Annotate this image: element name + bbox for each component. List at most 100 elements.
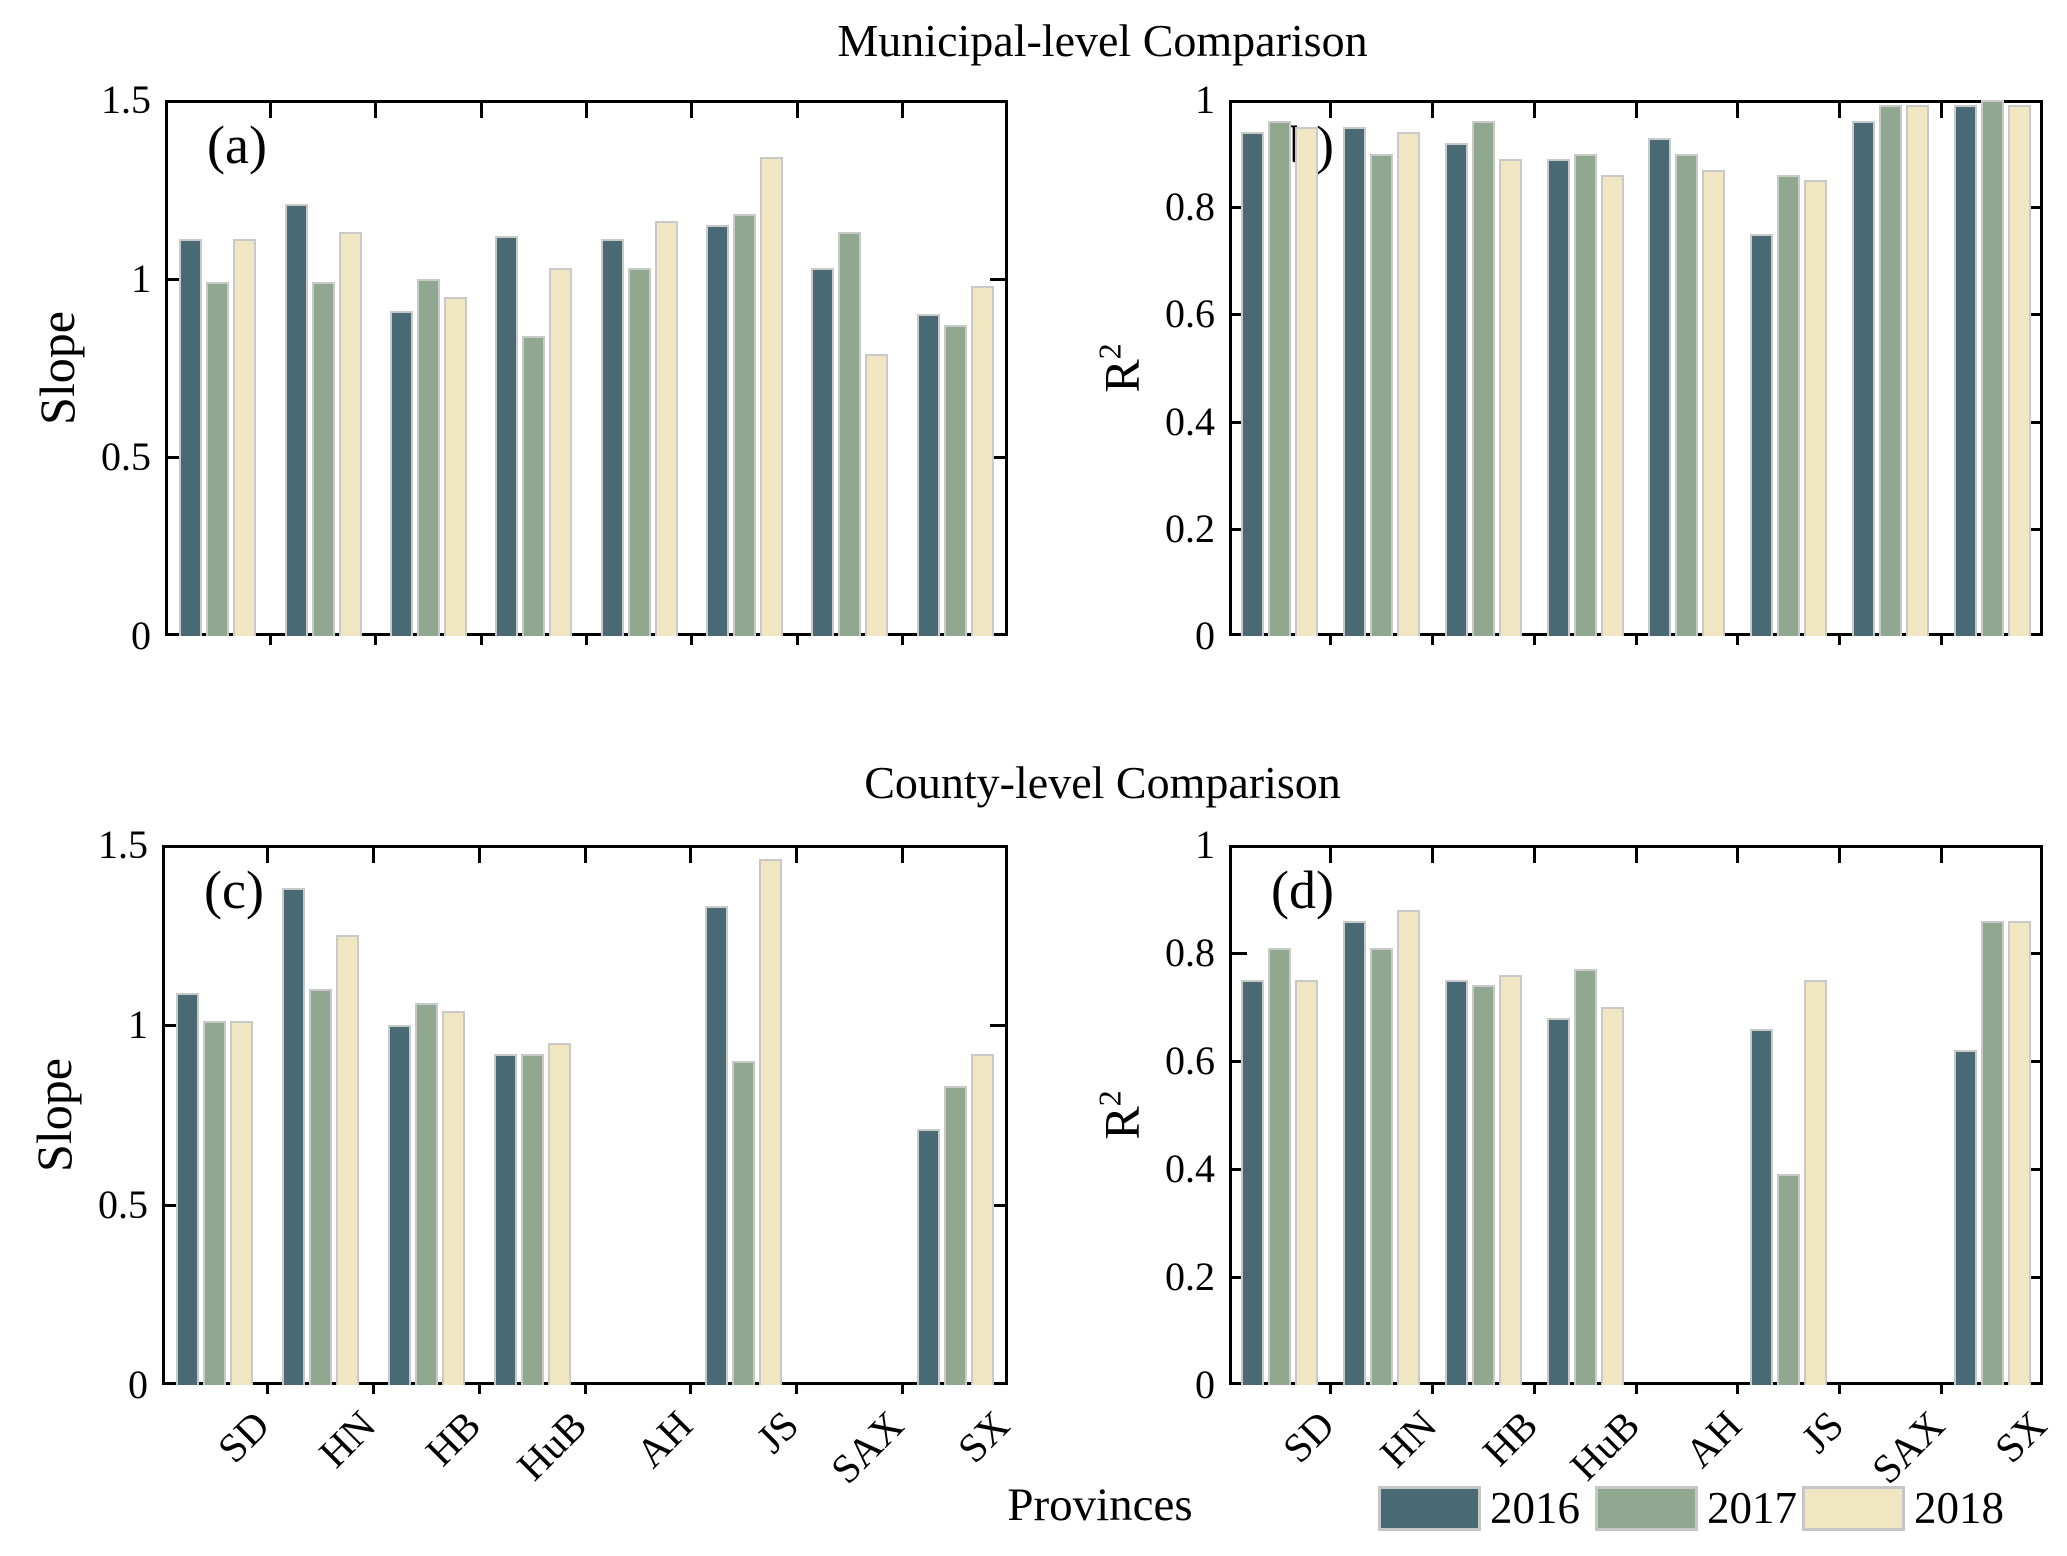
bar-b-SX-2017 — [1980, 100, 2004, 636]
x-tick-top-d-2 — [1431, 848, 1434, 863]
x-tick-top-c-7 — [900, 848, 904, 863]
y-tick-right-c-0.5 — [990, 1204, 1005, 1207]
y-tick-label-c-0.5: 0.5 — [98, 1182, 148, 1227]
x-tick-bottom-c-5 — [689, 1385, 693, 1394]
y-tick-left-d-0.8 — [1232, 952, 1247, 955]
bar-d-SX-2017 — [1980, 920, 2004, 1385]
bar-d-JS-2016 — [1750, 1028, 1774, 1385]
y-tick-left-a-0.5 — [168, 456, 183, 460]
y-tick-label-b-0.6: 0.6 — [1165, 291, 1215, 337]
x-tick-bottom-d-1 — [1329, 1385, 1333, 1394]
y-tick-right-c-1 — [990, 1024, 1005, 1027]
y-tick-label-d-0.6: 0.6 — [1165, 1038, 1215, 1083]
x-tick-bottom-d-5 — [1736, 1385, 1740, 1394]
bar-c-SX-2017 — [943, 1086, 967, 1385]
y-tick-left-c-1 — [165, 1024, 180, 1027]
x-tick-top-a-2 — [374, 103, 378, 118]
bar-a-HuB-2017 — [522, 335, 546, 636]
bar-d-HB-2016 — [1444, 980, 1468, 1385]
bar-a-SAX-2016 — [811, 267, 835, 636]
x-tick-bottom-c-3 — [477, 1385, 481, 1394]
bar-b-SAX-2016 — [1851, 121, 1875, 636]
bar-c-SX-2016 — [916, 1129, 940, 1385]
bar-a-SD-2018 — [233, 239, 257, 636]
bar-b-AH-2016 — [1648, 137, 1672, 636]
x-tick-top-d-5 — [1736, 848, 1740, 863]
x-tick-top-d-6 — [1838, 848, 1841, 863]
x-tick-top-b-2 — [1431, 103, 1434, 118]
x-tick-bottom-d-6 — [1838, 1385, 1841, 1394]
x-tick-bottom-c-1 — [266, 1385, 270, 1394]
y-tick-left-b-0.8 — [1232, 206, 1247, 210]
x-tick-top-a-1 — [268, 103, 272, 118]
bar-b-JS-2016 — [1750, 234, 1774, 636]
y-tick-right-b-0.6 — [2025, 313, 2040, 317]
y-axis-label-sup-d: 2 — [1091, 1090, 1128, 1107]
legend-swatch-2018 — [1802, 1486, 1905, 1531]
bar-a-HN-2017 — [311, 282, 335, 636]
bar-d-SD-2017 — [1268, 947, 1292, 1385]
y-tick-label-a-0: 0 — [131, 613, 151, 658]
bar-a-HB-2017 — [416, 278, 440, 636]
bar-d-HB-2017 — [1471, 985, 1495, 1385]
bar-c-HuB-2016 — [493, 1053, 517, 1385]
x-tick-bottom-c-2 — [372, 1385, 375, 1394]
x-tick-top-c-3 — [477, 848, 481, 863]
x-tick-top-b-5 — [1736, 103, 1740, 118]
bar-d-HuB-2018 — [1600, 1007, 1624, 1385]
y-tick-label-a-1: 1 — [131, 255, 151, 301]
legend-label-2018: 2018 — [1914, 1483, 2004, 1533]
bar-d-HN-2017 — [1370, 947, 1394, 1385]
y-tick-right-d-0.2 — [2025, 1276, 2040, 1279]
bar-d-HuB-2017 — [1573, 969, 1597, 1385]
legend-label-2016: 2016 — [1490, 1483, 1580, 1533]
x-tick-bottom-d-3 — [1532, 1385, 1536, 1394]
x-tick-bottom-a-5 — [690, 636, 694, 645]
x-tick-bottom-b-5 — [1736, 636, 1740, 645]
x-tick-bottom-a-3 — [479, 636, 483, 645]
x-tick-top-b-7 — [1939, 103, 1943, 118]
bar-d-SX-2016 — [1953, 1050, 1977, 1385]
bar-d-HuB-2016 — [1546, 1017, 1570, 1385]
y-tick-label-a-1.5: 1.5 — [101, 77, 151, 122]
y-tick-left-a-1 — [168, 277, 183, 281]
panel-label-d: (d) — [1271, 860, 1334, 920]
bar-c-HB-2018 — [441, 1010, 465, 1385]
bar-a-SX-2018 — [970, 285, 994, 636]
x-tick-top-b-4 — [1634, 103, 1638, 118]
x-tick-bottom-a-7 — [901, 636, 905, 645]
y-tick-left-d-0.4 — [1232, 1168, 1247, 1171]
bar-c-HuB-2018 — [547, 1043, 571, 1385]
y-tick-right-a-1 — [990, 277, 1005, 281]
bar-d-JS-2017 — [1777, 1174, 1801, 1385]
y-tick-label-b-1: 1 — [1195, 77, 1215, 122]
x-tick-top-a-4 — [585, 103, 588, 118]
x-axis-label: Provinces — [1007, 1479, 1193, 1531]
bar-b-JS-2017 — [1777, 175, 1801, 636]
y-tick-label-d-0.2: 0.2 — [1165, 1254, 1215, 1299]
x-tick-top-a-7 — [901, 103, 905, 118]
bar-a-AH-2018 — [654, 221, 678, 636]
x-tick-bottom-d-2 — [1431, 1385, 1434, 1394]
x-tick-top-b-3 — [1532, 103, 1536, 118]
y-tick-left-b-0.6 — [1232, 313, 1247, 317]
county-row-title: County-level Comparison — [864, 757, 1341, 808]
bar-b-SD-2016 — [1241, 132, 1265, 636]
bar-d-SX-2018 — [2007, 920, 2031, 1385]
y-axis-label-b: R2 — [1091, 343, 1150, 393]
bar-d-JS-2018 — [1804, 980, 1828, 1385]
bar-b-SX-2018 — [2007, 105, 2031, 636]
x-tick-top-a-5 — [690, 103, 694, 118]
y-tick-label-c-1: 1 — [128, 1002, 148, 1047]
bar-b-HuB-2017 — [1573, 153, 1597, 636]
bar-a-AH-2016 — [600, 239, 624, 636]
bar-b-SD-2017 — [1268, 121, 1292, 636]
bar-b-AH-2017 — [1675, 153, 1699, 636]
x-tick-bottom-d-4 — [1634, 1385, 1638, 1394]
x-tick-top-d-7 — [1939, 848, 1943, 863]
x-tick-bottom-c-6 — [795, 1385, 798, 1394]
x-tick-bottom-b-3 — [1532, 636, 1536, 645]
x-tick-bottom-b-7 — [1939, 636, 1943, 645]
bar-a-HuB-2018 — [549, 267, 573, 636]
x-tick-bottom-b-6 — [1838, 636, 1841, 645]
